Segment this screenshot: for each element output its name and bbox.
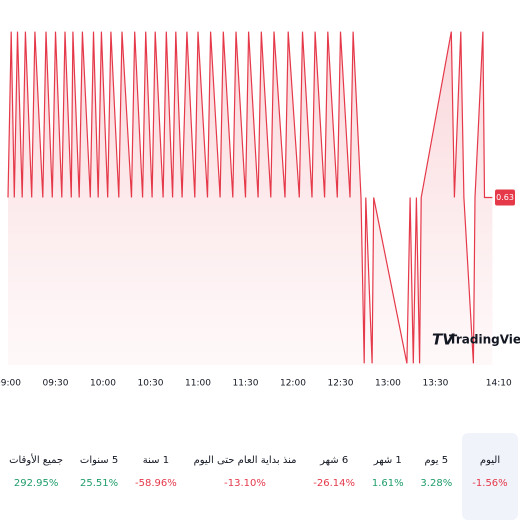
watermark: 𝙏𝙑 TradingView xyxy=(432,331,520,349)
period-label: منذ بداية العام حتى اليوم xyxy=(193,455,297,466)
x-tick-label: 11:00 xyxy=(185,379,211,389)
period-label: اليوم xyxy=(479,455,501,466)
watermark-text: TradingView xyxy=(449,333,520,347)
x-tick-label: 09:30 xyxy=(43,379,69,389)
period-label: جميع الأوقات xyxy=(9,455,64,466)
x-tick-label: 13:00 xyxy=(375,379,401,389)
period-change: 13.10%- xyxy=(224,478,266,489)
period-tab[interactable]: اليوم 1.56%- xyxy=(462,433,518,520)
period-tab[interactable]: جميع الأوقات 292.95% xyxy=(2,433,70,520)
period-tab[interactable]: 1 شهر 1.61% xyxy=(365,433,411,520)
period-change: 26.14%- xyxy=(313,478,356,489)
line xyxy=(7,31,493,364)
x-tick-label: 13:30 xyxy=(422,379,448,389)
period-tab[interactable]: 5 سنوات 25.51% xyxy=(73,433,125,520)
price-label: 0.63 xyxy=(496,193,514,202)
x-tick-label: 09:00 xyxy=(0,379,21,389)
x-tick-label: 10:00 xyxy=(90,379,116,389)
watermark-icon: 𝙏𝙑 xyxy=(432,331,455,349)
period-label: 5 يوم xyxy=(424,455,449,466)
chart: 09:00 09:30 10:00 10:30 11:00 11:30 12:00 12:30… xyxy=(0,31,520,389)
period-change: 25.51% xyxy=(80,478,119,489)
period-label: 6 شهر xyxy=(320,455,349,466)
x-tick-label: 10:30 xyxy=(138,379,164,389)
period-bar: اليوم 1.56%- 5 يوم 3.28% 1 شهر 1.61% 6 شهر 26.1… xyxy=(0,433,520,520)
period-change: 1.56%- xyxy=(472,478,508,489)
x-tick-label: 12:00 xyxy=(280,379,306,389)
price-label-box xyxy=(495,189,515,206)
period-change: 3.28% xyxy=(420,478,453,489)
period-change: 292.95% xyxy=(13,478,59,489)
period-tab[interactable]: 1 سنة 58.96%- xyxy=(128,433,184,520)
period-label: 1 شهر xyxy=(373,455,402,466)
period-change: 58.96%- xyxy=(135,478,177,489)
period-change: 1.61% xyxy=(371,478,404,489)
period-label: 1 سنة xyxy=(142,455,170,466)
period-tab[interactable]: منذ بداية العام حتى اليوم 13.10%- xyxy=(187,433,304,520)
period-label: 5 سنوات xyxy=(79,455,119,466)
period-tab[interactable]: 6 شهر 26.14%- xyxy=(306,433,362,520)
x-tick-label: 14:10 xyxy=(486,379,512,389)
period-tab[interactable]: 5 يوم 3.28% xyxy=(413,433,459,520)
x-tick-label: 11:30 xyxy=(233,379,259,389)
area xyxy=(8,31,493,365)
x-tick-label: 12:30 xyxy=(327,379,353,389)
